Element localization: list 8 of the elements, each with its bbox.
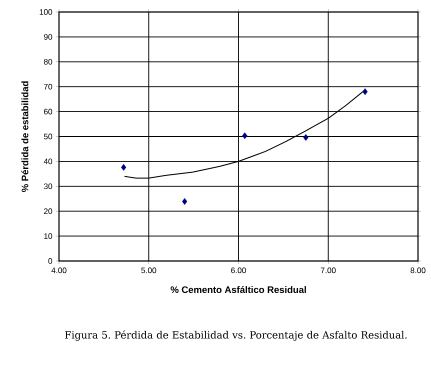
y-axis-title: % Pérdida de estabilidad	[21, 81, 28, 192]
x-axis-title: % Cemento Asfáltico Residual	[170, 286, 306, 294]
point	[242, 132, 248, 140]
point	[182, 198, 188, 205]
text: Figura 5. Pérdida de Estabilidad vs. Porcentaje de Asfalto Residual.	[65, 330, 407, 341]
point	[303, 134, 308, 141]
point	[362, 88, 368, 96]
point	[121, 164, 126, 171]
